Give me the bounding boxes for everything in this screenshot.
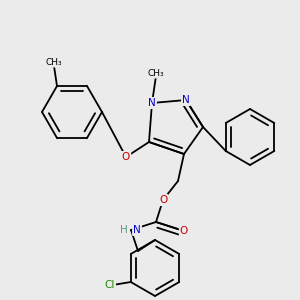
Text: CH₃: CH₃ [46,58,62,67]
Text: O: O [122,152,130,162]
Text: N: N [182,95,190,105]
Text: Cl: Cl [105,280,115,290]
Text: CH₃: CH₃ [148,68,164,77]
Text: N: N [133,225,141,235]
Text: N: N [148,98,156,108]
Text: H: H [120,225,128,235]
Text: O: O [159,195,167,205]
Text: O: O [180,226,188,236]
